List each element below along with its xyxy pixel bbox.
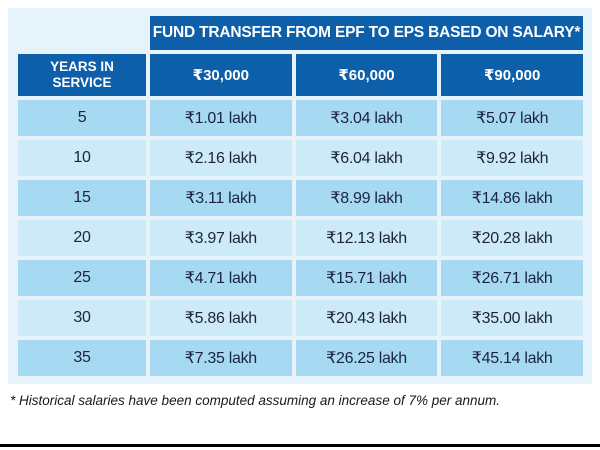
table-row: 20 ₹3.97 lakh ₹12.13 lakh ₹20.28 lakh — [18, 220, 583, 256]
years-cell: 10 — [18, 140, 146, 176]
value-cell: ₹8.99 lakh — [295, 180, 438, 216]
table-title: FUND TRANSFER FROM EPF TO EPS BASED ON S… — [150, 16, 583, 50]
years-cell: 20 — [18, 220, 146, 256]
value-cell: ₹6.04 lakh — [295, 140, 438, 176]
table-row: 25 ₹4.71 lakh ₹15.71 lakh ₹26.71 lakh — [18, 260, 583, 296]
table-row: 5 ₹1.01 lakh ₹3.04 lakh ₹5.07 lakh — [18, 100, 583, 136]
value-cell: ₹45.14 lakh — [441, 340, 583, 376]
value-cell: ₹35.00 lakh — [441, 300, 583, 336]
table-row: 30 ₹5.86 lakh ₹20.43 lakh ₹35.00 lakh — [18, 300, 583, 336]
years-cell: 25 — [18, 260, 146, 296]
value-cell: ₹14.86 lakh — [441, 180, 583, 216]
value-cell: ₹5.86 lakh — [150, 300, 292, 336]
bottom-rule — [0, 444, 600, 447]
value-cell: ₹9.92 lakh — [441, 140, 583, 176]
years-cell: 15 — [18, 180, 146, 216]
value-cell: ₹1.01 lakh — [150, 100, 292, 136]
value-cell: ₹20.28 lakh — [441, 220, 583, 256]
salary-header-90000: ₹90,000 — [441, 54, 583, 96]
value-cell: ₹12.13 lakh — [295, 220, 438, 256]
years-cell: 5 — [18, 100, 146, 136]
footnote: * Historical salaries have been computed… — [10, 393, 501, 408]
value-cell: ₹20.43 lakh — [295, 300, 438, 336]
value-cell: ₹5.07 lakh — [441, 100, 583, 136]
table-row: 35 ₹7.35 lakh ₹26.25 lakh ₹45.14 lakh — [18, 340, 583, 376]
value-cell: ₹26.71 lakh — [441, 260, 583, 296]
value-cell: ₹7.35 lakh — [150, 340, 292, 376]
value-cell: ₹3.97 lakh — [150, 220, 292, 256]
years-cell: 35 — [18, 340, 146, 376]
table-row: 15 ₹3.11 lakh ₹8.99 lakh ₹14.86 lakh — [18, 180, 583, 216]
years-cell: 30 — [18, 300, 146, 336]
value-cell: ₹3.11 lakh — [150, 180, 292, 216]
title-band-row: FUND TRANSFER FROM EPF TO EPS BASED ON S… — [18, 16, 583, 50]
table-panel: FUND TRANSFER FROM EPF TO EPS BASED ON S… — [8, 8, 592, 384]
value-cell: ₹4.71 lakh — [150, 260, 292, 296]
title-band-spacer — [18, 16, 146, 50]
salary-header-60000: ₹60,000 — [295, 54, 438, 96]
table-row: 10 ₹2.16 lakh ₹6.04 lakh ₹9.92 lakh — [18, 140, 583, 176]
column-header-row: YEARS IN SERVICE ₹30,000 ₹60,000 ₹90,000 — [18, 54, 583, 96]
value-cell: ₹2.16 lakh — [150, 140, 292, 176]
years-in-service-header: YEARS IN SERVICE — [18, 54, 146, 96]
salary-header-30000: ₹30,000 — [150, 54, 292, 96]
value-cell: ₹15.71 lakh — [295, 260, 438, 296]
value-cell: ₹26.25 lakh — [295, 340, 438, 376]
value-cell: ₹3.04 lakh — [295, 100, 438, 136]
